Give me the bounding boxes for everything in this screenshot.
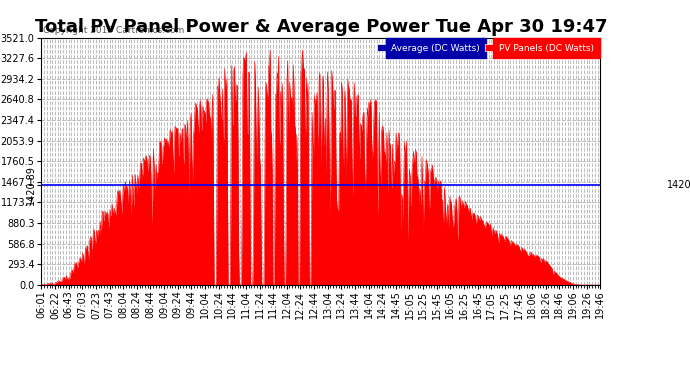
Title: Total PV Panel Power & Average Power Tue Apr 30 19:47: Total PV Panel Power & Average Power Tue… [34, 18, 607, 36]
Legend: Average (DC Watts), PV Panels (DC Watts): Average (DC Watts), PV Panels (DC Watts) [375, 42, 595, 55]
Text: Copyright 2013 Cartronics.com: Copyright 2013 Cartronics.com [43, 26, 184, 35]
Text: 1420.89: 1420.89 [667, 180, 690, 190]
